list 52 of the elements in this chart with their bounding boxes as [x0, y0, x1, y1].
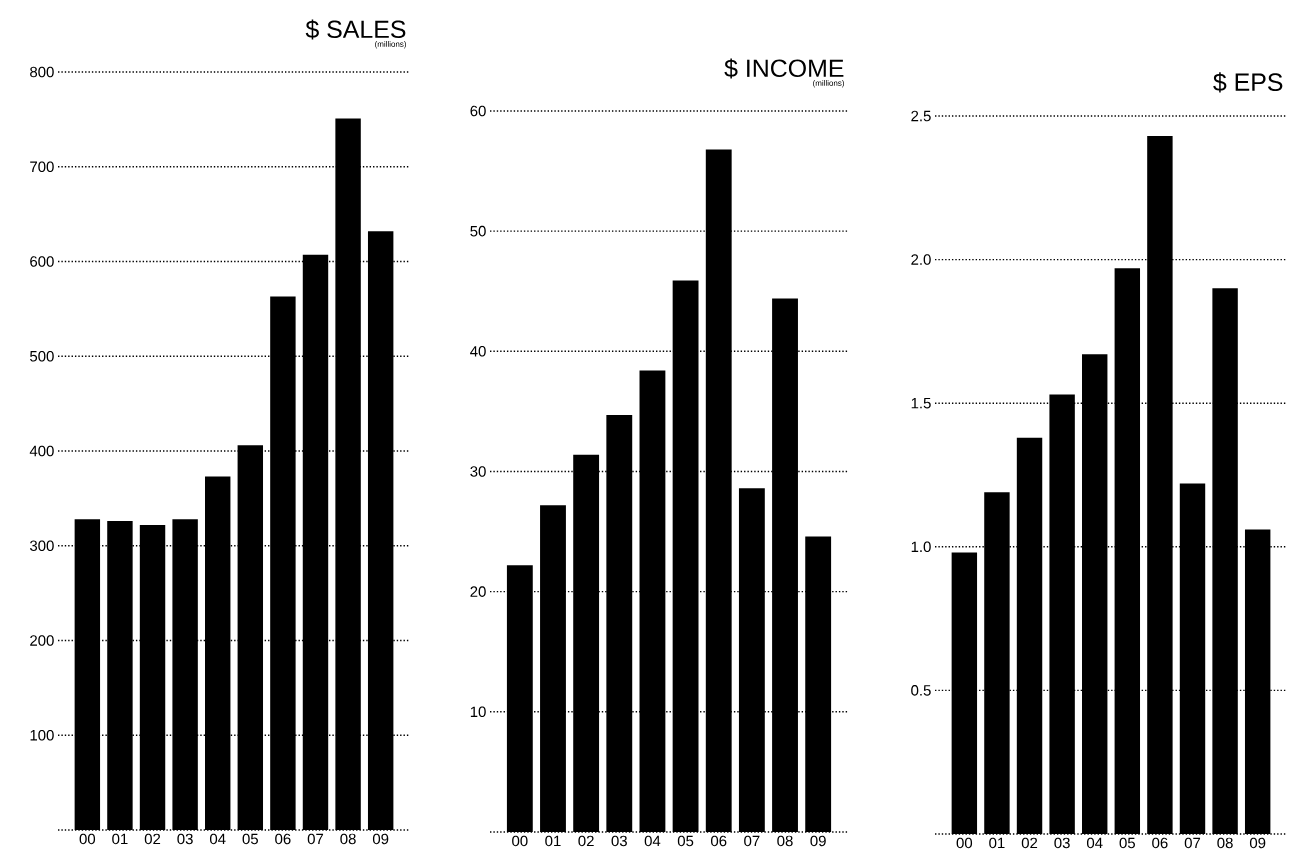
chart-title: $ EPS: [1213, 72, 1283, 93]
x-tick-label: 00: [79, 833, 96, 845]
x-tick-label: 05: [677, 835, 694, 847]
chart-title: $ INCOME: [724, 58, 844, 79]
x-tick-label: 01: [989, 837, 1005, 849]
x-tick-label: 05: [242, 833, 258, 845]
x-tick-label: 05: [1119, 837, 1135, 849]
x-tick-label: 07: [1184, 837, 1201, 849]
x-tick-label: 03: [1054, 837, 1070, 849]
x-tick-label: 02: [1021, 837, 1038, 849]
x-tick-label: 02: [578, 835, 594, 847]
x-tick-label: 07: [744, 835, 760, 847]
x-tick-label: 02: [144, 833, 161, 845]
x-tick-label: 09: [810, 835, 826, 847]
y-tick-label: 20: [470, 586, 486, 597]
y-tick-label: 300: [29, 540, 54, 552]
x-tick-label: 08: [1217, 837, 1233, 849]
y-tick-label: 600: [30, 256, 54, 267]
x-tick-label: 00: [956, 837, 973, 849]
y-tick-label: 40: [470, 346, 486, 357]
x-tick-label: 03: [177, 833, 193, 845]
y-tick-label: 30: [470, 466, 486, 477]
x-tick-label: 07: [307, 833, 324, 845]
x-tick-label: 06: [275, 833, 291, 845]
x-tick-label: 01: [545, 835, 561, 847]
y-tick-label: 1.5: [911, 397, 931, 409]
text: 2.0: [911, 254, 931, 265]
x-tick-label: 03: [611, 835, 627, 847]
y-tick-label: 500: [30, 350, 54, 362]
x-tick-label: 00: [512, 835, 528, 847]
y-tick-label: 800: [30, 66, 54, 78]
y-tick-label: 50: [470, 225, 486, 237]
y-tick-label: 700: [30, 161, 54, 173]
y-tick-label: 10: [470, 706, 486, 718]
x-tick-label: 08: [340, 833, 356, 845]
y-tick-label: 400: [29, 445, 54, 457]
y-tick-label: 60: [470, 105, 486, 117]
y-tick-label: 0.5: [911, 685, 931, 696]
x-tick-label: 09: [1249, 837, 1266, 849]
x-tick-label: 09: [372, 833, 389, 845]
chart-title: $ SALES: [305, 19, 406, 40]
x-tick-label: 06: [1152, 837, 1168, 849]
y-tick-label: 200: [30, 635, 54, 646]
x-tick-label: 04: [644, 835, 661, 847]
x-tick-label: 06: [711, 835, 727, 847]
text: 1.0: [911, 541, 931, 553]
x-tick-label: 04: [209, 833, 226, 845]
y-tick-label: 2.5: [911, 110, 931, 122]
y-tick-label: 100: [30, 729, 54, 741]
x-tick-label: 08: [777, 835, 793, 847]
x-tick-label: 01: [112, 833, 128, 845]
x-tick-label: 04: [1086, 837, 1103, 849]
